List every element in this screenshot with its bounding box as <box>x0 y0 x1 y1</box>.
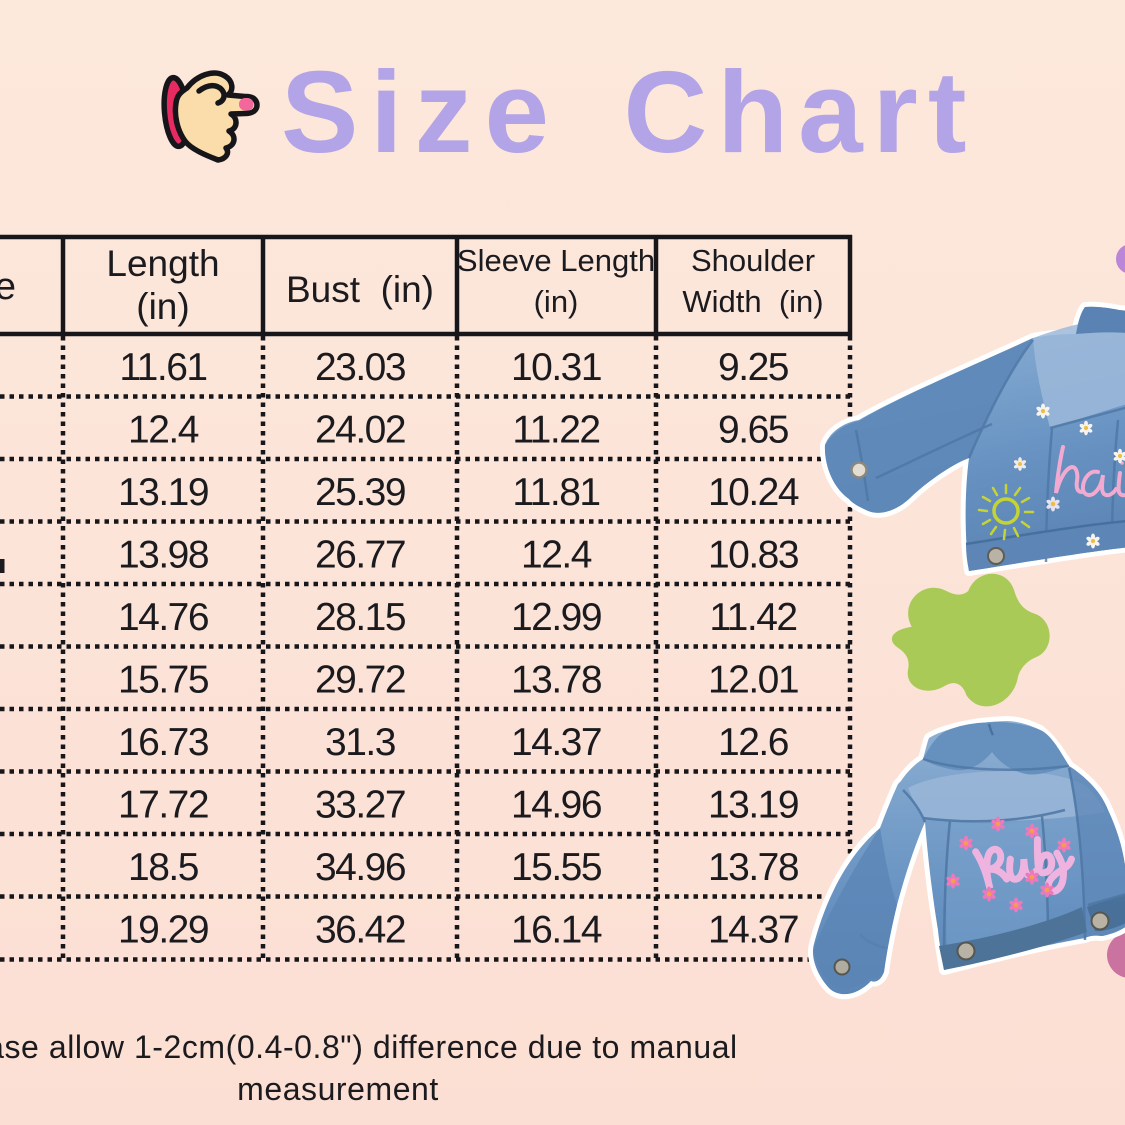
svg-text:Bust (in): Bust (in) <box>286 269 434 310</box>
svg-text:Sleeve Length: Sleeve Length <box>457 243 655 278</box>
svg-text:14.96: 14.96 <box>511 784 601 827</box>
svg-text:13.78: 13.78 <box>511 659 601 702</box>
svg-text:Chart: Chart <box>624 47 977 177</box>
svg-text:36.42: 36.42 <box>315 909 405 952</box>
svg-text:Width (in): Width (in) <box>682 284 823 319</box>
svg-text:15.75: 15.75 <box>118 659 209 702</box>
svg-text:12.4: 12.4 <box>521 534 592 577</box>
svg-text:Size: Size <box>281 47 561 177</box>
svg-text:14.37: 14.37 <box>511 721 601 764</box>
svg-text:Size: Size <box>0 266 16 308</box>
svg-text:11.22: 11.22 <box>512 409 599 452</box>
svg-text:14.37: 14.37 <box>708 909 798 952</box>
svg-text:16.73: 16.73 <box>118 721 208 764</box>
svg-text:11.81: 11.81 <box>512 471 599 514</box>
svg-text:14.76: 14.76 <box>118 596 208 639</box>
svg-text:13.19: 13.19 <box>708 784 798 827</box>
svg-text:12.6: 12.6 <box>718 721 788 764</box>
svg-text:23.03: 23.03 <box>315 346 405 389</box>
svg-text:26.77: 26.77 <box>315 534 405 577</box>
svg-text:12.4: 12.4 <box>128 409 199 452</box>
svg-text:33.27: 33.27 <box>315 784 405 827</box>
svg-text:Shoulder: Shoulder <box>691 243 815 278</box>
svg-text:Length: Length <box>106 243 219 284</box>
svg-text:31.3: 31.3 <box>325 721 395 764</box>
svg-text:29.72: 29.72 <box>315 659 405 702</box>
svg-text:(in): (in) <box>136 286 189 327</box>
svg-text:9.65: 9.65 <box>718 409 789 452</box>
svg-text:18.5: 18.5 <box>128 846 199 889</box>
svg-text:16.14: 16.14 <box>511 909 602 952</box>
svg-text:11.42: 11.42 <box>709 596 796 639</box>
svg-text:28.15: 28.15 <box>315 596 406 639</box>
svg-text:12.99: 12.99 <box>511 596 601 639</box>
svg-text:13.19: 13.19 <box>118 471 208 514</box>
svg-text:11.61: 11.61 <box>119 346 206 389</box>
svg-text:15.55: 15.55 <box>511 846 602 889</box>
svg-text:34.96: 34.96 <box>315 846 405 889</box>
svg-text:25.39: 25.39 <box>315 471 405 514</box>
svg-text:(in): (in) <box>534 284 579 319</box>
svg-text:13.78: 13.78 <box>708 846 798 889</box>
svg-text:10.83: 10.83 <box>708 534 798 577</box>
svg-text:10.31: 10.31 <box>511 346 601 389</box>
svg-text:24.02: 24.02 <box>315 409 405 452</box>
svg-text:19.29: 19.29 <box>118 909 208 952</box>
svg-text:9.25: 9.25 <box>718 346 789 389</box>
svg-text:13.98: 13.98 <box>118 534 208 577</box>
svg-text:17.72: 17.72 <box>118 784 208 827</box>
svg-text:10.24: 10.24 <box>708 471 799 514</box>
svg-text:12.01: 12.01 <box>708 659 798 702</box>
